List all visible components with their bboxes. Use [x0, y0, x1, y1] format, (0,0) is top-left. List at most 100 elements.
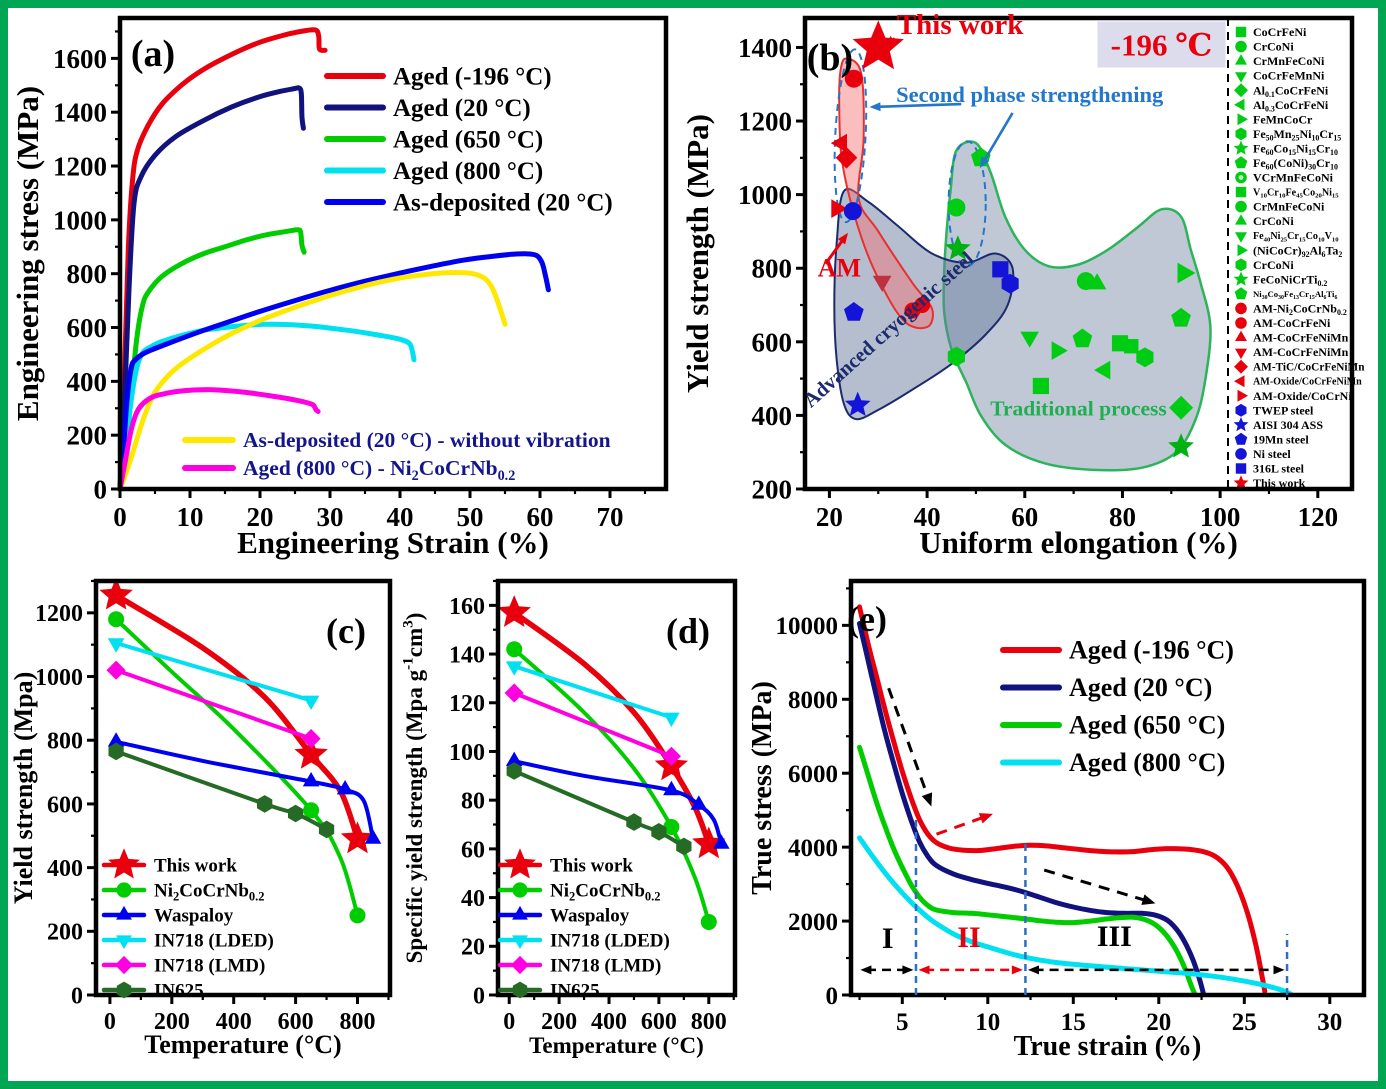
- svg-text:Aged (800 °C): Aged (800 °C): [1069, 748, 1225, 777]
- svg-text:70: 70: [597, 502, 624, 532]
- svg-text:6000: 6000: [788, 761, 838, 788]
- svg-text:VCrMnFeCoNi: VCrMnFeCoNi: [1253, 171, 1334, 185]
- svg-text:800: 800: [67, 259, 108, 289]
- svg-text:FeMnCoCr: FeMnCoCr: [1253, 112, 1313, 126]
- svg-text:1000: 1000: [53, 205, 107, 235]
- svg-text:IN718 (LMD): IN718 (LMD): [154, 955, 265, 976]
- svg-text:0: 0: [71, 983, 83, 1009]
- svg-text:1400: 1400: [53, 98, 107, 128]
- svg-text:Ni2CoCrNb0.2: Ni2CoCrNb0.2: [550, 880, 661, 903]
- svg-text:CrMnFeCoNi: CrMnFeCoNi: [1253, 54, 1325, 68]
- svg-text:V10Cr10Fe45Co20Ni15: V10Cr10Fe45Co20Ni15: [1253, 187, 1339, 199]
- svg-text:IN625: IN625: [550, 980, 600, 1001]
- svg-text:As-deposited (20 °C): As-deposited (20 °C): [393, 189, 613, 216]
- svg-text:(b): (b): [807, 37, 853, 79]
- svg-text:40: 40: [914, 502, 941, 532]
- specific-yield-strength-temperature-chart: 0 200 400 600 800 0 20 40 60 80 100 120 140 160 Temper…: [400, 578, 738, 1058]
- svg-text:30: 30: [1317, 1009, 1342, 1036]
- svg-text:IN718 (LDED): IN718 (LDED): [550, 930, 670, 951]
- svg-text:600: 600: [752, 327, 793, 357]
- svg-text:200: 200: [752, 474, 793, 504]
- svg-text:CoCrFeMnNi: CoCrFeMnNi: [1253, 69, 1325, 83]
- svg-text:400: 400: [216, 1009, 252, 1035]
- svg-text:Ni30Co30Fe13Cr15Al6Ti6: Ni30Co30Fe13Cr15Al6Ti6: [1253, 289, 1337, 301]
- svg-text:CrCoNi: CrCoNi: [1253, 214, 1294, 228]
- svg-text:800: 800: [752, 254, 793, 284]
- svg-text:CoCrFeNi: CoCrFeNi: [1253, 25, 1307, 39]
- svg-text:AM-Oxide/CoCrNi: AM-Oxide/CoCrNi: [1253, 389, 1352, 403]
- svg-text:1200: 1200: [35, 601, 83, 627]
- svg-text:II: II: [957, 921, 980, 954]
- svg-text:200: 200: [47, 920, 83, 946]
- svg-text:1000: 1000: [738, 180, 792, 210]
- svg-text:Al0.1CoCrFeNi: Al0.1CoCrFeNi: [1253, 83, 1329, 99]
- svg-text:True stress (MPa): True stress (MPa): [747, 681, 778, 895]
- svg-text:600: 600: [278, 1009, 314, 1035]
- svg-text:0: 0: [104, 1009, 116, 1035]
- svg-text:80: 80: [1109, 502, 1136, 532]
- svg-text:Aged (650 °C): Aged (650 °C): [1069, 711, 1225, 740]
- svg-text:Yield strength (Mpa): Yield strength (Mpa): [9, 672, 38, 905]
- svg-text:2000: 2000: [788, 909, 838, 936]
- svg-text:1400: 1400: [738, 33, 792, 63]
- svg-text:AM-Ni2CoCrNb0.2: AM-Ni2CoCrNb0.2: [1253, 302, 1347, 318]
- svg-text:1200: 1200: [53, 151, 107, 181]
- svg-text:800: 800: [340, 1009, 376, 1035]
- svg-text:Engineering stress (MPa): Engineering stress (MPa): [10, 86, 45, 421]
- svg-text:20: 20: [1146, 1009, 1171, 1036]
- svg-text:Fe50Mn25Ni10Cr15: Fe50Mn25Ni10Cr15: [1253, 127, 1341, 143]
- svg-text:This work: This work: [897, 9, 1024, 41]
- svg-text:80: 80: [461, 789, 485, 815]
- svg-text:This work: This work: [1253, 476, 1306, 490]
- svg-text:400: 400: [47, 856, 83, 882]
- svg-text:FeCoNiCrTi0.2: FeCoNiCrTi0.2: [1253, 272, 1327, 288]
- svg-text:Aged (800 °C): Aged (800 °C): [393, 158, 543, 185]
- svg-text:As-deposited (20 °C) - withou: As-deposited (20 °C) - without vibration: [243, 428, 611, 452]
- svg-text:TWEP steel: TWEP steel: [1253, 403, 1314, 417]
- svg-text:(NiCoCr)92Al6Ta2: (NiCoCr)92Al6Ta2: [1253, 243, 1342, 259]
- svg-text:Aged (-196 °C): Aged (-196 °C): [393, 63, 552, 90]
- svg-text:4000: 4000: [788, 835, 838, 862]
- svg-text:120: 120: [1298, 502, 1339, 532]
- svg-text:15: 15: [1061, 1009, 1086, 1036]
- svg-text:600: 600: [47, 792, 83, 818]
- svg-text:Traditional process: Traditional process: [990, 396, 1167, 420]
- svg-text:10: 10: [975, 1009, 1000, 1036]
- svg-text:AM-CoCrFeNiMn: AM-CoCrFeNiMn: [1253, 345, 1349, 359]
- panel-d-specific-yield-strength-vs-temperature: 0 200 400 600 800 0 20 40 60 80 100 120 140 160 Temper…: [400, 573, 745, 1081]
- svg-text:316L steel: 316L steel: [1253, 462, 1305, 476]
- svg-text:20: 20: [461, 935, 485, 961]
- svg-text:Fe40Ni25Cr15Co10V10: Fe40Ni25Cr15Co10V10: [1253, 231, 1339, 243]
- svg-text:Aged (-196 °C): Aged (-196 °C): [1069, 636, 1234, 665]
- svg-text:0: 0: [826, 983, 839, 1010]
- svg-text:19Mn steel: 19Mn steel: [1253, 432, 1309, 446]
- svg-text:This work: This work: [154, 855, 237, 876]
- svg-text:40: 40: [461, 886, 485, 912]
- svg-text:AM-CoCrFeNiMn: AM-CoCrFeNiMn: [1253, 331, 1349, 345]
- svg-text:40: 40: [387, 502, 414, 532]
- svg-text:60: 60: [461, 837, 485, 863]
- svg-text:25: 25: [1232, 1009, 1257, 1036]
- svg-text:I: I: [882, 922, 894, 955]
- svg-text:Aged (800 °C) - Ni2CoCrNb0.2: Aged (800 °C) - Ni2CoCrNb0.2: [243, 456, 515, 484]
- svg-text:III: III: [1097, 920, 1132, 953]
- svg-text:50: 50: [457, 502, 484, 532]
- svg-text:10000: 10000: [776, 613, 839, 640]
- svg-text:Second phase strengthening: Second phase strengthening: [896, 82, 1164, 107]
- svg-text:0: 0: [473, 983, 485, 1009]
- svg-text:400: 400: [752, 401, 793, 431]
- svg-text:Yield strength (MPa): Yield strength (MPa): [680, 114, 715, 393]
- svg-text:(a): (a): [131, 33, 175, 75]
- svg-text:1200: 1200: [738, 106, 792, 136]
- svg-text:60: 60: [527, 502, 554, 532]
- svg-text:Waspaloy: Waspaloy: [550, 905, 630, 926]
- panel-e-true-stress-strain: 5 10 15 20 25 30 0 2000 4000 6000 8000 10000 True st…: [745, 573, 1378, 1081]
- svg-text:Specific yield strength (Mpa g: Specific yield strength (Mpa g-1cm3): [400, 613, 427, 964]
- svg-text:1600: 1600: [53, 44, 107, 74]
- svg-text:10: 10: [177, 502, 204, 532]
- svg-text:0: 0: [503, 1009, 515, 1035]
- svg-text:Aged (20 °C): Aged (20 °C): [393, 95, 531, 122]
- svg-text:AISI 304 ASS: AISI 304 ASS: [1253, 418, 1323, 432]
- yield-strength-temperature-chart: 0 200 400 600 800 0 200 400 600 800 1000 1200 Temper…: [9, 578, 393, 1059]
